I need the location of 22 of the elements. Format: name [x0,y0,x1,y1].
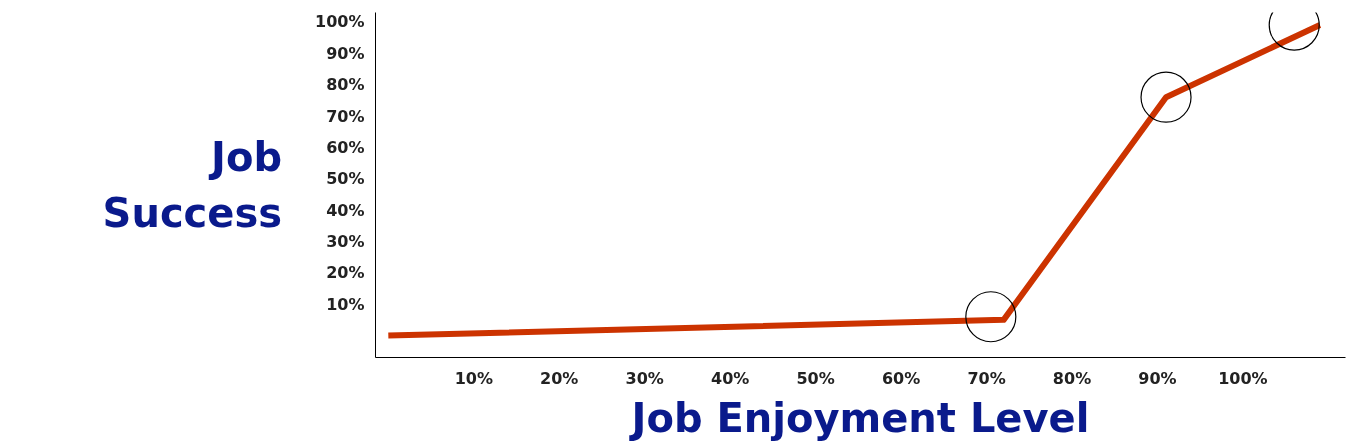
y-tick-label: 70% [326,106,365,126]
x-tick-label: 10% [454,368,493,388]
y-tick-label: 40% [326,200,365,220]
y-tick-label: 30% [326,231,365,251]
y-tick-label: 60% [326,137,365,157]
x-axis-title: Job Enjoyment Level [628,394,1090,441]
x-tick-label: 60% [881,368,921,388]
x-tick-label: 70% [967,368,1006,388]
y-tick-label: 80% [326,75,365,95]
y-tick-label: 20% [326,263,365,283]
x-tick-label: 20% [540,368,579,388]
x-tick-label: 30% [625,368,664,388]
y-tick-label: 90% [326,43,365,63]
x-tick-label: 80% [1052,368,1092,388]
y-tick-label: 50% [326,169,365,189]
x-tick-label: 90% [1138,368,1177,388]
y-axis-title: Job Success [102,134,283,236]
x-tick-label: 100% [1218,368,1268,388]
y-tick-label: 100% [315,12,365,32]
x-tick-label: 50% [796,368,835,388]
y-tick-label: 10% [326,294,365,314]
x-tick-label: 40% [711,368,750,388]
